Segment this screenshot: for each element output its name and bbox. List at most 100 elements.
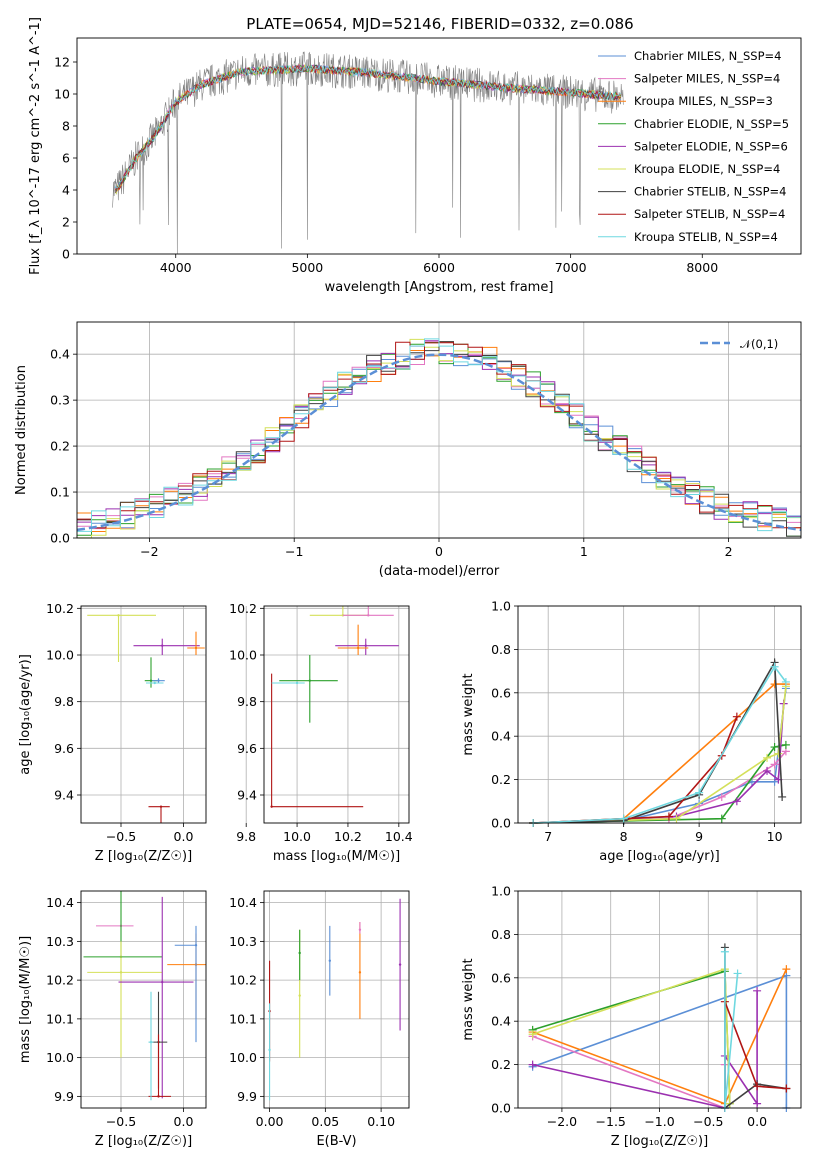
y-tick-label: 9.9 (237, 1089, 257, 1104)
y-tick-label: 10.4 (46, 895, 74, 910)
y-tick-label: 10.0 (229, 1050, 257, 1065)
normal-curve (76, 353, 802, 532)
y-tick-label: 0.0 (491, 816, 511, 831)
errorbar-point (308, 679, 311, 682)
y-tick-label: 10.0 (229, 648, 257, 663)
y-tick-label: 9.4 (54, 788, 74, 803)
errorbar-point (117, 614, 120, 617)
spectrum-model-line (114, 64, 622, 189)
x-tick-label: 0.05 (311, 1114, 339, 1129)
massweight-marker (528, 1030, 537, 1039)
x-axis-label: age [log₁₀(age/yr)] (599, 849, 720, 864)
massweight-marker (717, 814, 726, 823)
y-tick-label: 1.0 (491, 599, 511, 614)
y-tick-label: 9.6 (54, 741, 74, 756)
x-tick-label: 2 (725, 544, 733, 559)
y-tick-label: 0.4 (491, 729, 511, 744)
y-tick-label: 10.1 (229, 1011, 257, 1026)
x-tick-label: −1.0 (644, 1114, 674, 1129)
y-tick-label: 0.0 (50, 531, 70, 546)
y-axis-label: mass weight (461, 673, 476, 755)
errorbar-point (161, 980, 164, 984)
y-tick-label: 0 (62, 247, 70, 262)
massweight-marker (781, 740, 790, 749)
massweight-marker (528, 1060, 537, 1069)
legend-entry: Chabrier MILES, N_SSP=4 (634, 49, 781, 63)
y-tick-label: 10.3 (229, 934, 257, 949)
massweight-marker (770, 760, 779, 769)
massweight-marker (778, 792, 787, 801)
x-tick-label: −2.0 (547, 1114, 577, 1129)
y-tick-label: 10.2 (46, 973, 74, 988)
figure-title: PLATE=0654, MJD=52146, FIBERID=0332, z=0… (246, 15, 633, 33)
y-tick-label: 6 (62, 151, 70, 166)
marks-layer (76, 51, 802, 1112)
x-axis-label: mass [log₁₀(M/M☉)] (273, 849, 400, 864)
y-tick-label: 0.8 (491, 642, 511, 657)
x-axis-label: Z [log₁₀(Z/Z☉)] (95, 1134, 192, 1149)
errorbar-point (161, 644, 164, 647)
errorbar-point (298, 951, 301, 955)
x-tick-label: 0.0 (747, 1114, 767, 1129)
y-tick-label: 10.0 (46, 1050, 74, 1065)
x-tick-label: 0.00 (256, 1114, 284, 1129)
legend-entry: Chabrier ELODIE, N_SSP=5 (634, 117, 789, 131)
massweight-marker (753, 1082, 762, 1091)
y-tick-label: 0.8 (491, 927, 511, 942)
legend-entry: Kroupa MILES, N_SSP=3 (634, 94, 773, 108)
spectrum-data-line (112, 51, 624, 254)
errorbar-point (149, 1040, 153, 1044)
errorbar-point (358, 971, 362, 974)
massweight-marker (781, 677, 790, 686)
x-tick-label: 9.8 (236, 829, 256, 844)
massweight-marker (782, 965, 791, 974)
errorbar-point (295, 681, 299, 685)
x-axis-label: wavelength [Angstrom, rest frame] (325, 280, 554, 295)
errorbar-point (328, 959, 332, 962)
massweight-marker (720, 947, 729, 956)
legend-entry: 𝒩(0,1) (740, 337, 778, 351)
x-tick-label: −2 (140, 544, 158, 559)
y-axis-label: Flux [f_λ 10^-17 erg cm^-2 s^-1 A^-1] (28, 17, 43, 275)
x-axis-label: E(B-V) (316, 1134, 356, 1149)
massweight-line (533, 744, 787, 824)
y-tick-label: 10.3 (46, 934, 74, 949)
legend-entry: Salpeter STELIB, N_SSP=4 (634, 207, 785, 221)
errorbar-point (194, 646, 198, 650)
y-tick-label: 0.4 (50, 347, 70, 362)
x-tick-label: 10.2 (334, 829, 362, 844)
massweight-line (533, 665, 787, 824)
y-tick-label: 10.1 (46, 1011, 74, 1026)
y-tick-label: 0.3 (50, 393, 70, 408)
x-tick-label: 6000 (423, 260, 455, 275)
frames-layer: 4000 5000 6000 7000 8000024681012wavelength … (14, 17, 802, 1149)
errorbar-point (119, 971, 123, 974)
massweight-marker (732, 797, 741, 806)
x-tick-label: 10.0 (283, 829, 311, 844)
x-tick-label: 0.0 (174, 1114, 194, 1129)
y-tick-label: 0.6 (491, 685, 511, 700)
massweight-marker (774, 749, 783, 758)
y-tick-label: 4 (62, 183, 70, 198)
x-tick-label: 0 (435, 544, 443, 559)
legend-entry: Salpeter ELODIE, N_SSP=6 (634, 139, 788, 153)
errorbar-point (364, 644, 367, 647)
x-tick-label: −0.5 (106, 829, 136, 844)
errorbar-point (367, 614, 370, 617)
axes-frame (263, 890, 410, 1109)
y-tick-label: 10.4 (229, 895, 257, 910)
legend-entry: Salpeter MILES, N_SSP=4 (634, 72, 780, 86)
errorbar-point (149, 679, 153, 682)
x-tick-label: 1 (580, 544, 588, 559)
massweight-marker (770, 680, 779, 689)
y-tick-label: 0.2 (491, 772, 511, 787)
x-tick-label: −0.5 (693, 1114, 723, 1129)
legend-entry: Kroupa ELODIE, N_SSP=4 (634, 162, 780, 176)
y-tick-label: 10.2 (229, 601, 257, 616)
y-axis-label: mass weight (461, 958, 476, 1040)
errorbar-point (157, 679, 160, 682)
y-tick-label: 0.0 (491, 1101, 511, 1116)
massweight-marker (763, 766, 772, 775)
errorbar-point (270, 805, 273, 808)
